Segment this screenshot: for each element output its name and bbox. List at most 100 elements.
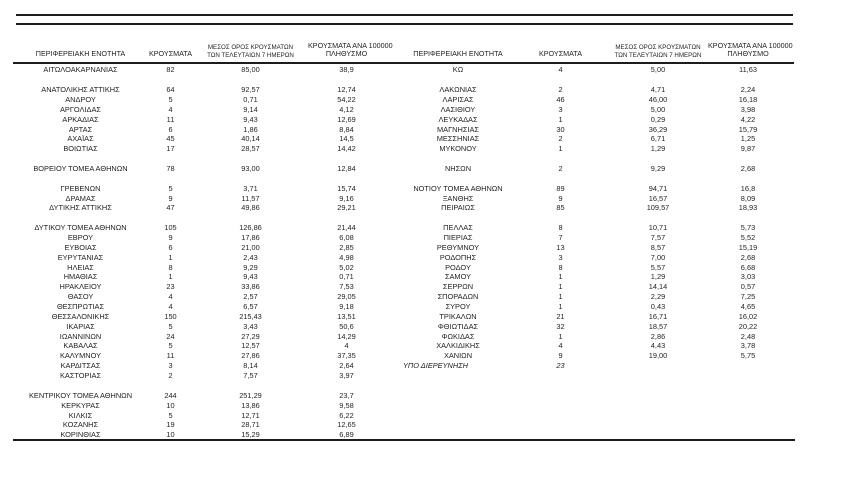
cases-cell: 1 xyxy=(558,292,563,302)
cases-cell: 1 xyxy=(558,114,563,124)
top-divider-line-2 xyxy=(16,23,793,25)
region-name-cell: ΔΥΤΙΚΟΥ ΤΟΜΕΑ ΑΘΗΝΩΝ xyxy=(34,223,127,233)
region-name-cell: ΧΑΝΙΩΝ xyxy=(443,351,473,361)
region-name-cell: ΗΜΑΘΙΑΣ xyxy=(63,272,98,282)
cases-cell: 6 xyxy=(168,124,173,134)
cases-cell: 13 xyxy=(556,242,565,252)
cases-cell: 46 xyxy=(556,95,565,104)
region-name-cell: ΑΡΚΑΔΙΑΣ xyxy=(62,114,99,124)
per100k-cell: 16,18 xyxy=(738,95,758,104)
region-name-cell: ΘΕΣΠΡΩΤΙΑΣ xyxy=(56,302,105,312)
per100k-cell: 20,22 xyxy=(738,321,758,331)
blank-row xyxy=(403,173,788,183)
blank-row xyxy=(403,213,788,223)
region-name-cell: ΓΡΕΒΕΝΩΝ xyxy=(60,183,101,193)
region-name-cell: ΑΙΤΩΛΟΑΚΑΡΝΑΝΙΑΣ xyxy=(43,65,118,75)
table-row: ΕΥΒΟΙΑΣ 6 21,00 2,85 xyxy=(13,242,385,252)
avg7-cell: 2,57 xyxy=(243,292,258,302)
per100k-cell: 12,69 xyxy=(337,114,356,124)
avg7-cell: 9,43 xyxy=(243,114,258,124)
table-row: ΝΟΤΙΟΥ ΤΟΜΕΑ ΑΘΗΝΩΝ 89 94,71 16,8 xyxy=(403,183,788,193)
table-body: ΑΙΤΩΛΟΑΚΑΡΝΑΝΙΑΣ 82 85,00 38,9 ΑΝΑΤΟΛΙΚΗΣ ΑΤ… xyxy=(13,65,385,440)
cases-cell: 6 xyxy=(168,242,173,252)
table-row: ΚΟΖΑΝΗΣ 19 28,71 12,65 xyxy=(13,420,385,430)
table-row: ΧΑΛΚΙΔΙΚΗΣ 4 4,43 3,78 xyxy=(403,341,788,351)
per100k-cell: 15,74 xyxy=(337,183,356,193)
region-name-cell: ΒΟΙΩΤΙΑΣ xyxy=(63,144,98,154)
region-name-cell: ΔΡΑΜΑΣ xyxy=(65,193,96,203)
region-name-cell: ΜΑΓΝΗΣΙΑΣ xyxy=(437,124,479,134)
table-row: ΑΧΑΪΑΣ 45 40,14 14,5 xyxy=(13,134,385,144)
table-row: ΧΑΝΙΩΝ 9 19,00 5,75 xyxy=(403,351,788,361)
avg7-cell: 0,71 xyxy=(243,95,258,104)
region-name-cell: ΙΩΑΝΝΙΝΩΝ xyxy=(59,331,102,341)
cases-cell: 105 xyxy=(164,223,177,233)
cases-cell: 10 xyxy=(166,400,175,410)
avg7-cell: 251,29 xyxy=(239,390,262,400)
per100k-cell: 14,5 xyxy=(339,134,354,144)
avg7-cell: 12,71 xyxy=(241,410,260,420)
cases-cell: 19 xyxy=(166,420,175,430)
cases-cell: 4 xyxy=(168,104,173,114)
per100k-cell: 12,84 xyxy=(337,164,356,174)
per100k-cell: 2,48 xyxy=(740,331,756,341)
avg7-cell: 36,29 xyxy=(648,124,668,134)
cases-cell: 8 xyxy=(558,223,563,233)
cases-cell: 30 xyxy=(556,124,565,134)
region-name-cell: ΕΥΒΟΙΑΣ xyxy=(64,242,97,252)
region-name-cell: ΡΕΘΥΜΝΟΥ xyxy=(436,242,480,252)
region-name-cell: ΑΡΓΟΛΙΔΑΣ xyxy=(60,104,101,114)
cases-cell: 11 xyxy=(166,114,175,124)
table-row: ΤΡΙΚΑΛΩΝ 21 16,71 16,02 xyxy=(403,311,788,321)
region-name-cell: ΚΕΡΚΥΡΑΣ xyxy=(61,400,100,410)
region-name-cell: ΞΑΝΘΗΣ xyxy=(442,193,474,203)
cases-cell: 1 xyxy=(168,252,173,262)
table-row: ΠΙΕΡΙΑΣ 7 7,57 5,52 xyxy=(403,233,788,243)
cases-cell: 1 xyxy=(168,272,173,282)
table-row: ΑΙΤΩΛΟΑΚΑΡΝΑΝΙΑΣ 82 85,00 38,9 xyxy=(13,65,385,75)
table-row: ΣΕΡΡΩΝ 1 14,14 0,57 xyxy=(403,282,788,292)
avg7-cell: 9,43 xyxy=(243,272,258,282)
column-header-per100k: ΚΡΟΥΣΜΑΤΑ ΑΝΑ 100000 ΠΛΗΘΥΣΜΟ xyxy=(308,40,393,59)
region-name-cell: ΚΟΖΑΝΗΣ xyxy=(62,420,99,430)
per100k-cell: 4,65 xyxy=(740,302,756,312)
per100k-cell: 4 xyxy=(344,341,349,351)
region-name-cell: ΣΑΜΟΥ xyxy=(444,272,472,282)
blank-row xyxy=(403,154,788,164)
avg7-cell: 0,43 xyxy=(650,302,666,312)
cases-cell: 5 xyxy=(168,341,173,351)
cases-cell: 5 xyxy=(168,183,173,193)
avg7-cell: 215,43 xyxy=(239,311,262,321)
table-row: ΜΑΓΝΗΣΙΑΣ 30 36,29 15,79 xyxy=(403,124,788,134)
cases-cell: 3 xyxy=(558,252,563,262)
region-name-cell: ΛΑΣΙΘΙΟΥ xyxy=(440,104,476,114)
cases-cell: 1 xyxy=(558,331,563,341)
cases-cell: 4 xyxy=(168,292,173,302)
cases-cell: 89 xyxy=(556,183,565,193)
region-name-cell: ΜΥΚΟΝΟΥ xyxy=(439,144,477,154)
table-row: ΘΕΣΠΡΩΤΙΑΣ 4 6,57 9,18 xyxy=(13,302,385,312)
avg7-cell: 7,57 xyxy=(650,233,666,243)
avg7-cell: 4,43 xyxy=(650,341,666,351)
per100k-cell: 16,02 xyxy=(738,311,758,321)
per100k-cell: 29,05 xyxy=(337,292,356,302)
avg7-cell: 126,86 xyxy=(239,223,262,233)
avg7-cell: 6,57 xyxy=(243,302,258,312)
cases-cell: 1 xyxy=(558,302,563,312)
table-row: ΗΛΕΙΑΣ 8 9,29 5,02 xyxy=(13,262,385,272)
per100k-cell: 6,22 xyxy=(339,410,354,420)
blank-row xyxy=(13,75,385,85)
cases-cell: 244 xyxy=(164,390,177,400)
per100k-cell: 4,22 xyxy=(740,114,756,124)
table-row: ΞΑΝΘΗΣ 9 16,57 8,09 xyxy=(403,193,788,203)
top-divider-line-1 xyxy=(16,14,793,16)
blank-row xyxy=(13,381,385,391)
table-row: ΔΡΑΜΑΣ 9 11,57 9,16 xyxy=(13,193,385,203)
per100k-cell: 5,73 xyxy=(740,223,756,233)
table-row: ΚΑΒΑΛΑΣ 5 12,57 4 xyxy=(13,341,385,351)
per100k-cell: 21,44 xyxy=(337,223,356,233)
cases-cell: 85 xyxy=(556,203,565,213)
table-row: ΔΥΤΙΚΟΥ ΤΟΜΕΑ ΑΘΗΝΩΝ 105 126,86 21,44 xyxy=(13,223,385,233)
table-row: ΘΑΣΟΥ 4 2,57 29,05 xyxy=(13,292,385,302)
per100k-cell: 1,25 xyxy=(740,134,756,144)
